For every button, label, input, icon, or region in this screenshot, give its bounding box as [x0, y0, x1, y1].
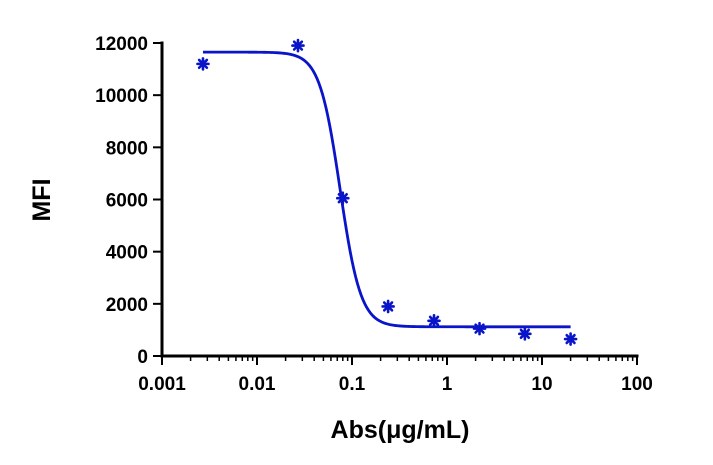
data-point-center [476, 326, 483, 332]
data-point [472, 321, 487, 336]
data-point-center [295, 43, 301, 49]
y-tick-label: 12000 [95, 34, 148, 55]
y-tick-label: 10000 [95, 86, 148, 107]
y-axis-ticks: 0 2000 4000 6000 8000 10000 12000 [95, 34, 162, 368]
data-points [196, 38, 578, 346]
x-tick-label: 10 [531, 374, 552, 395]
fit-curve [202, 50, 571, 329]
y-tick-label: 8000 [106, 138, 148, 159]
data-point-center [522, 331, 528, 337]
y-tick-label: 6000 [106, 191, 148, 212]
y-tick-label: 4000 [106, 243, 148, 264]
x-tick-label: 0.1 [339, 374, 366, 395]
data-point [518, 327, 532, 341]
data-point [335, 191, 350, 205]
x-tick-label: 0.001 [138, 374, 186, 395]
data-point-center [200, 61, 206, 67]
data-point [196, 57, 210, 71]
data-point [291, 38, 305, 53]
data-point [427, 313, 441, 328]
y-tick-label: 2000 [106, 295, 148, 316]
y-axis-title: MFI [28, 178, 56, 221]
x-axis-title: Abs(μg/mL) [331, 416, 470, 444]
x-tick-label: 1 [442, 374, 453, 395]
data-point-center [431, 318, 437, 324]
y-tick-label: 0 [137, 347, 148, 368]
data-point-center [340, 195, 346, 201]
x-tick-label: 100 [621, 374, 653, 395]
data-point-center [385, 303, 391, 310]
data-point [381, 299, 395, 314]
x-tick-label: 0.01 [239, 374, 276, 395]
x-axis-ticks: 0.001 0.01 0.1 1 10 100 [138, 356, 653, 395]
data-point-center [567, 336, 574, 342]
data-point [563, 332, 578, 346]
